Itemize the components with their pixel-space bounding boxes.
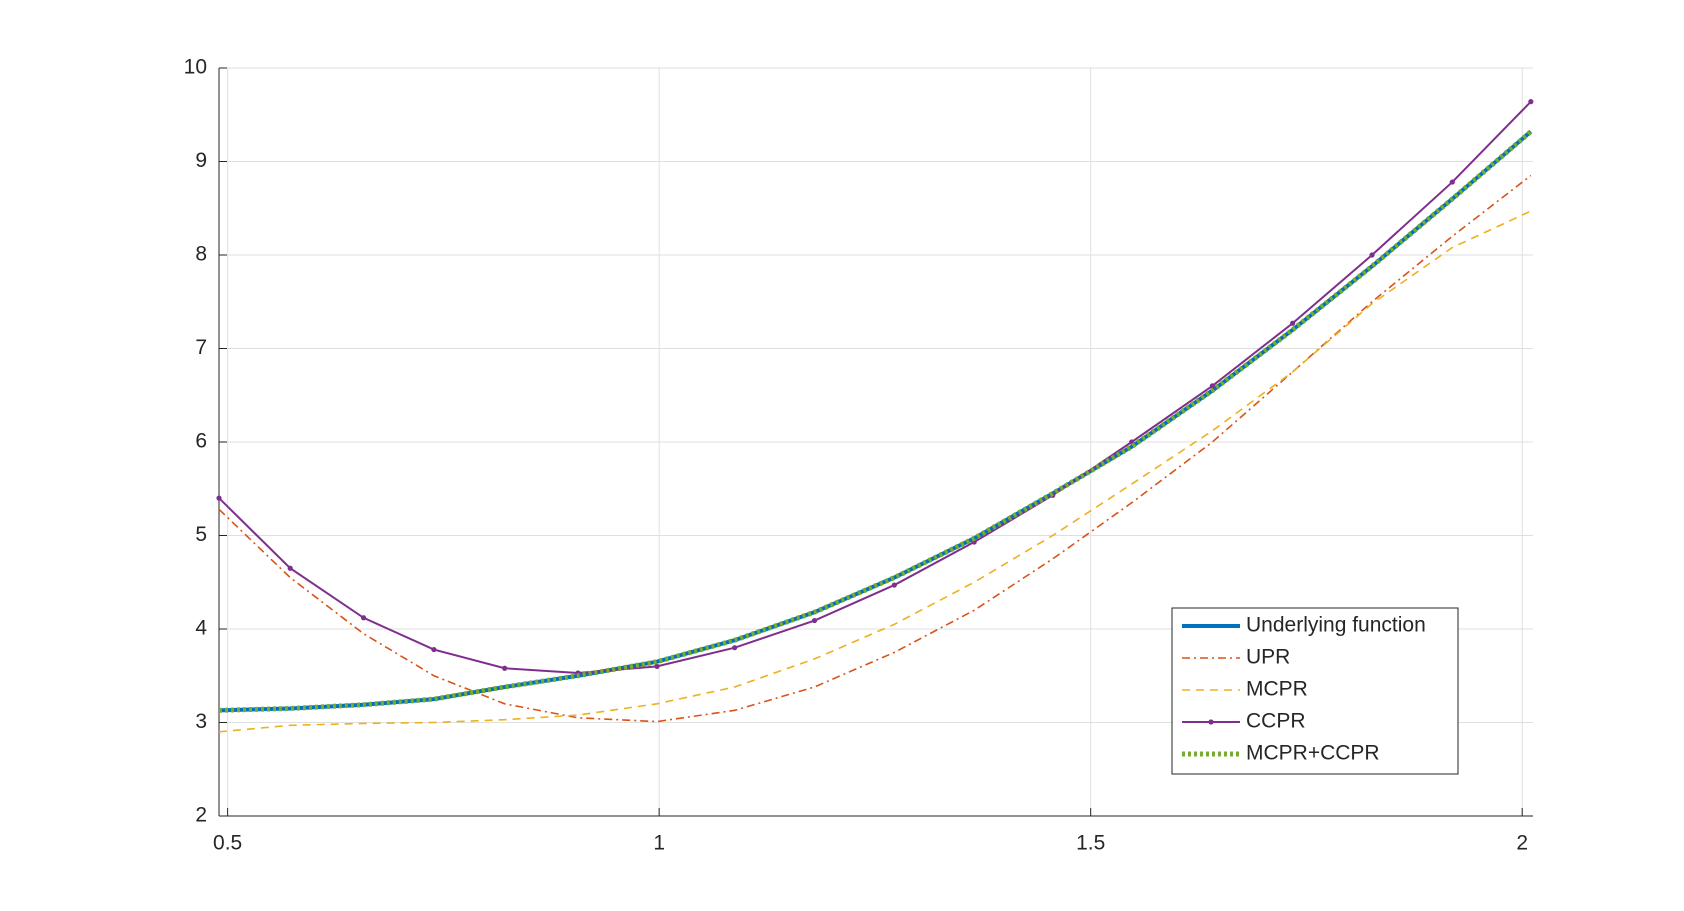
y-tick-label: 9	[195, 149, 207, 172]
y-tick-label: 8	[195, 243, 207, 266]
x-tick-label: 2	[1516, 832, 1528, 855]
y-tick-label: 3	[195, 710, 207, 733]
point	[216, 495, 222, 501]
legend: Underlying function UPR MCPR CCPR MCPR+CCPR	[1171, 607, 1459, 775]
point	[732, 645, 738, 651]
legend-label: Underlying function	[1246, 614, 1426, 637]
y-tick-label: 6	[195, 430, 207, 453]
legend-label: MCPR	[1246, 678, 1308, 701]
series-line	[218, 210, 1532, 733]
point	[1449, 179, 1455, 185]
y-tick-label: 10	[184, 56, 207, 79]
point	[1209, 383, 1215, 389]
y-tick-label: 4	[195, 617, 207, 640]
y-tick-label: 5	[195, 523, 207, 546]
point	[1290, 320, 1296, 326]
series-line	[218, 100, 1532, 674]
series-line	[218, 174, 1532, 723]
point	[502, 665, 508, 671]
point	[360, 615, 367, 621]
y-tick-label: 7	[195, 336, 207, 359]
legend-box	[1171, 607, 1459, 775]
point	[287, 565, 293, 571]
point	[891, 582, 897, 588]
legend-label: CCPR	[1246, 710, 1306, 733]
legend-marker	[1208, 719, 1214, 725]
x-tick-label: 1.5	[1076, 832, 1105, 855]
legend-label: MCPR+CCPR	[1246, 742, 1380, 765]
point	[811, 617, 818, 624]
y-tick-label: 2	[195, 804, 207, 827]
x-tick-label: 0.5	[213, 832, 242, 855]
point	[1369, 252, 1375, 258]
point	[431, 646, 437, 653]
series-line	[218, 129, 1533, 713]
point	[654, 663, 660, 670]
x-tick-label: 1	[653, 832, 665, 855]
legend-label: UPR	[1246, 646, 1290, 669]
point	[1528, 99, 1534, 105]
